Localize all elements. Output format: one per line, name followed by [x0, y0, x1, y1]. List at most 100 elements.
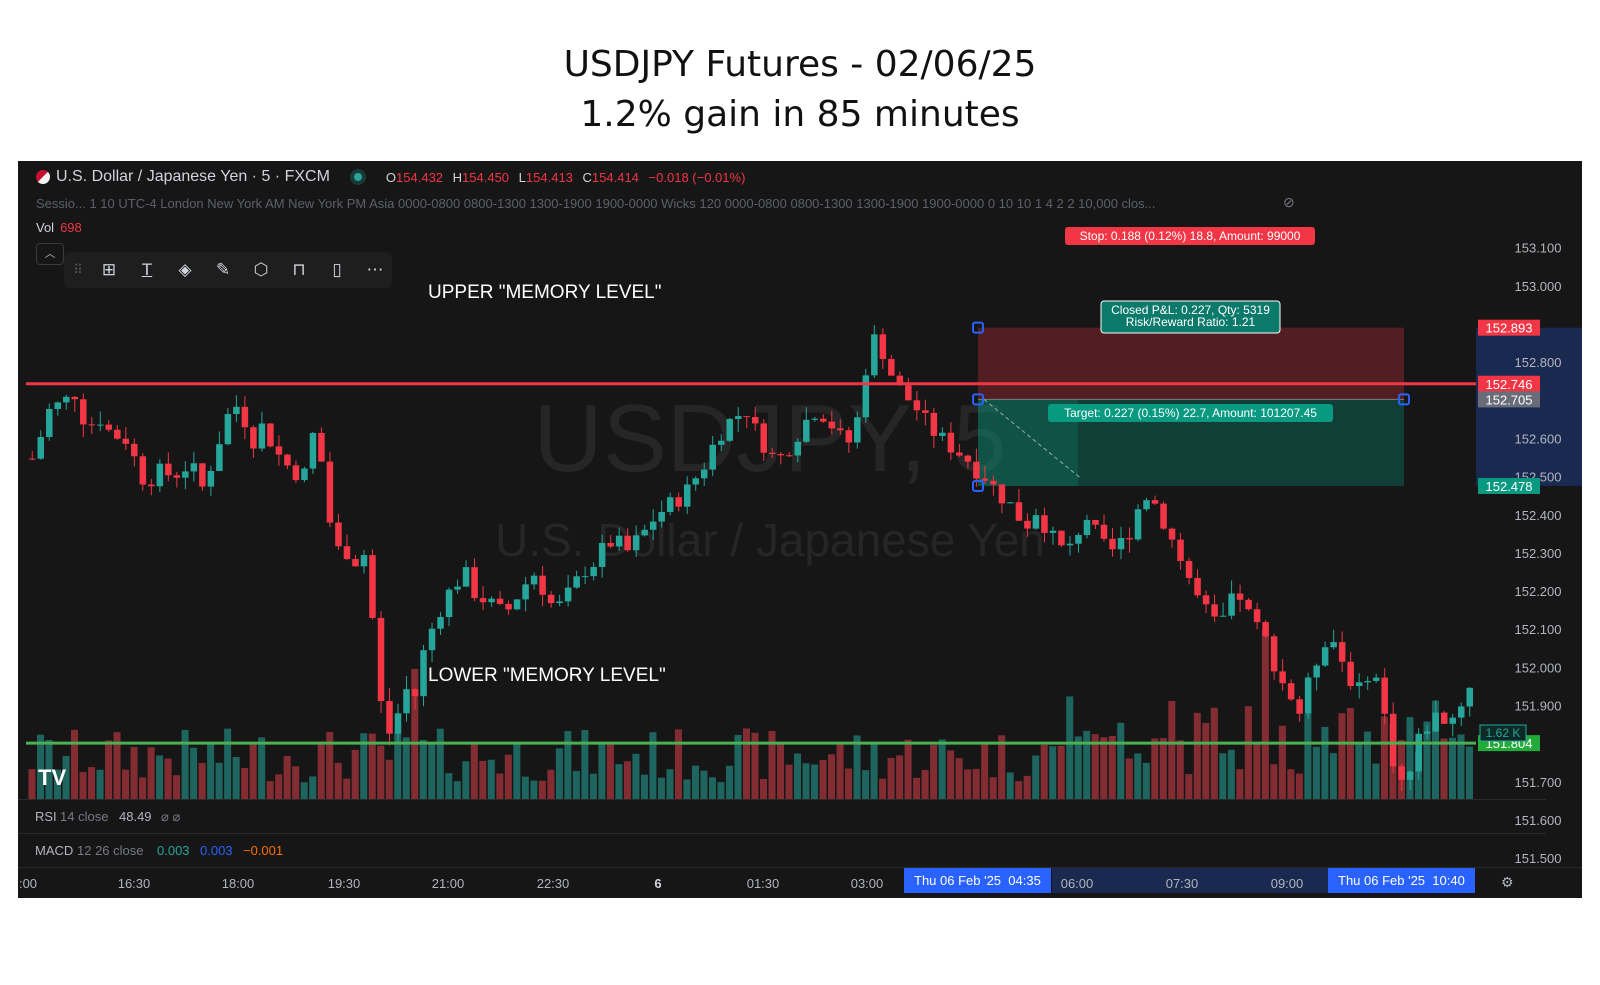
- candle-body: [539, 575, 546, 595]
- volume-bar: [351, 749, 359, 799]
- candle-body: [1007, 502, 1014, 504]
- candle-body: [624, 535, 631, 551]
- candle-body: [939, 432, 946, 436]
- volume-bar: [1363, 731, 1371, 799]
- sessions-indicator-text[interactable]: Sessio... 1 10 UTC-4 London New York AM …: [36, 196, 1156, 211]
- watermark-name: U.S. Dollar / Japanese Yen: [495, 514, 1045, 566]
- candle-body: [1066, 543, 1074, 546]
- high-value: 154.450: [462, 169, 510, 185]
- position-handle: [972, 321, 984, 334]
- volume-bar: [326, 731, 334, 799]
- candle-body: [1194, 577, 1201, 596]
- settings-hex-icon[interactable]: ⬡: [253, 260, 269, 279]
- volume-bar: [28, 769, 36, 799]
- rsi-params: 14 close: [60, 809, 109, 824]
- candle-body: [1457, 706, 1465, 718]
- candle-body: [1024, 520, 1031, 529]
- volume-bar: [37, 734, 45, 799]
- paint-bucket-icon[interactable]: ◈: [178, 260, 192, 279]
- volume-bar: [802, 763, 810, 799]
- price-badge: 152.478: [1486, 479, 1533, 494]
- rsi-indicator-row[interactable]: RSI 14 close 48.49 ⌀ ⌀: [18, 799, 1546, 833]
- volume-bar: [513, 742, 521, 799]
- volume-bar: [1219, 753, 1227, 799]
- volume-bar: [989, 777, 997, 799]
- candle-body: [1092, 519, 1099, 525]
- symbol-label: U.S. Dollar / Japanese Yen · 5 · FXCM: [56, 168, 330, 185]
- candle-body: [947, 432, 955, 453]
- price-chart-svg[interactable]: USDJPY, 5 U.S. Dollar / Japanese Yen UPPER…: [18, 161, 1582, 867]
- time-label: 09:00: [1270, 876, 1304, 891]
- drag-handle-icon[interactable]: ⠿: [73, 262, 83, 277]
- volume-bar: [1159, 738, 1167, 799]
- hide-eye-icon[interactable]: ⊘: [1283, 194, 1295, 210]
- macd-value-1: 0.003: [157, 843, 190, 858]
- volume-bar: [725, 765, 733, 799]
- candle-body: [981, 478, 989, 481]
- volume-bar: [887, 757, 895, 799]
- stop-zone: [978, 327, 1404, 400]
- volume-bar: [708, 777, 716, 799]
- candle-body: [913, 400, 921, 411]
- candle-body: [301, 468, 308, 481]
- target-label: Target: 0.227 (0.15%) 22.7, Amount: 1012…: [1064, 406, 1317, 420]
- candle-body: [692, 478, 699, 485]
- volume-bar: [470, 742, 478, 799]
- candle-body: [139, 456, 147, 485]
- volume-bar: [496, 773, 504, 799]
- more-icon[interactable]: ⋯: [366, 260, 384, 279]
- candle-body: [998, 484, 1006, 504]
- candle-body: [666, 497, 674, 513]
- collapse-legend-button[interactable]: ︿: [36, 243, 64, 265]
- candle-body: [1160, 503, 1167, 529]
- symbol-header[interactable]: U.S. Dollar / Japanese Yen · 5 · FXCM O 1…: [36, 168, 751, 186]
- candle-body: [292, 465, 300, 481]
- volume-bar: [122, 769, 130, 799]
- text-icon[interactable]: T: [141, 260, 153, 279]
- layout-plus-icon[interactable]: ⊞: [101, 260, 117, 279]
- stop-label: Stop: 0.188 (0.12%) 18.8, Amount: 99000: [1080, 229, 1301, 243]
- candle-body: [1100, 524, 1108, 539]
- candle-body: [437, 617, 444, 629]
- brush-icon[interactable]: ✎: [215, 260, 231, 279]
- price-tick-label: 151.900: [1515, 699, 1562, 714]
- candle-body: [1185, 561, 1193, 578]
- settings-gear-icon[interactable]: ⚙: [1501, 874, 1514, 890]
- volume-bar: [598, 743, 606, 799]
- price-tick-label: 153.100: [1515, 241, 1562, 256]
- time-label: 21:00: [431, 876, 465, 891]
- volume-bar: [666, 769, 674, 799]
- candle-body: [224, 414, 232, 445]
- volume-bar: [436, 728, 444, 799]
- volume-bar: [632, 753, 640, 799]
- lock-open-icon[interactable]: ⊓: [292, 260, 306, 279]
- volume-bar: [181, 729, 189, 799]
- candle-body: [896, 375, 904, 386]
- price-badge: 152.893: [1486, 321, 1533, 336]
- volume-bar: [1117, 722, 1125, 799]
- candle-body: [752, 417, 759, 424]
- open-label: O: [385, 169, 397, 185]
- volume-bar: [368, 733, 376, 799]
- candle-body: [199, 463, 206, 487]
- time-axis[interactable]: :00 16:30 18:00 19:30 21:00 22:30 6 01:3…: [18, 867, 1582, 898]
- time-label: 18:00: [221, 876, 255, 891]
- volume-bar: [377, 745, 385, 799]
- volume-bar: [1057, 745, 1065, 799]
- macd-indicator-row[interactable]: MACD 12 26 close 0.003 0.003 −0.001: [18, 833, 1546, 867]
- volume-legend[interactable]: Vol 698: [36, 220, 82, 235]
- trash-icon[interactable]: ▯: [332, 260, 342, 279]
- candle-body: [1126, 537, 1133, 540]
- candle-body: [1466, 687, 1473, 707]
- chart-panel[interactable]: USDJPY, 5 U.S. Dollar / Japanese Yen UPPER…: [18, 161, 1582, 898]
- candle-body: [1432, 712, 1439, 732]
- upper-memory-level-label: UPPER "MEMORY LEVEL": [428, 282, 661, 303]
- volume-bar: [640, 774, 648, 799]
- volume-bar: [981, 743, 989, 799]
- volume-bar: [105, 740, 113, 799]
- volume-bar: [1270, 764, 1278, 799]
- volume-bar: [1355, 744, 1363, 799]
- volume-bar: [479, 760, 487, 799]
- crosshair-time-label-start: Thu 06 Feb '25 04:35: [904, 868, 1051, 893]
- candle-body: [454, 586, 461, 590]
